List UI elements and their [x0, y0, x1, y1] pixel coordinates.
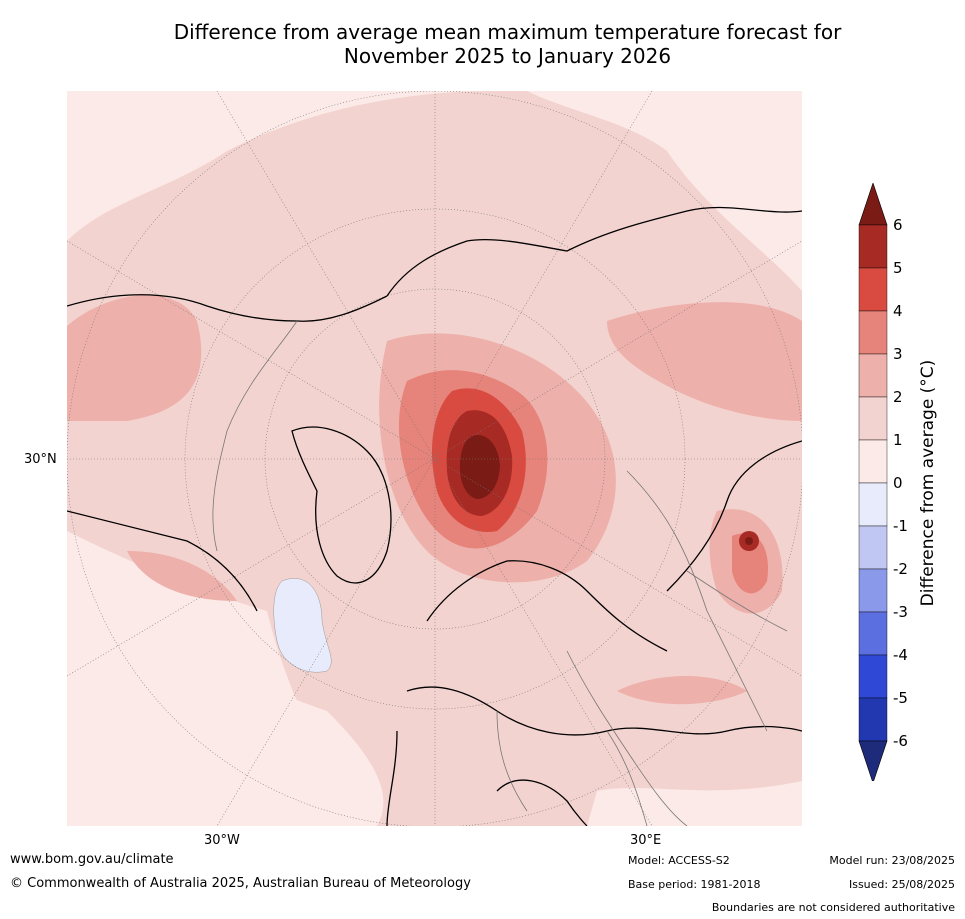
title-line-2: November 2025 to January 2026: [343, 44, 672, 68]
colorbar-band: [858, 654, 888, 699]
colorbar-tick-label: 2: [893, 388, 903, 406]
model-text: Model: ACCESS-S2: [628, 854, 730, 867]
colorbar-band: [858, 353, 888, 398]
colorbar-tick-label: -4: [893, 646, 908, 664]
colorbar-extend-min: [858, 740, 888, 781]
map-canvas: [67, 91, 802, 826]
graticule: [67, 91, 802, 826]
anomaly-band-above-6: [459, 435, 753, 545]
colorbar-tick-label: -3: [893, 603, 908, 621]
colorbar-tick-label: -5: [893, 689, 908, 707]
disclaimer-text: Boundaries are not considered authoritat…: [711, 901, 955, 914]
colorbar-band: [858, 267, 888, 312]
anomaly-band-0-1: [67, 91, 802, 826]
anomaly-band-minus1-0: [273, 578, 332, 673]
colorbar-band: [858, 568, 888, 613]
label-30e: 30°E: [630, 833, 662, 848]
forecast-map[interactable]: [67, 91, 802, 826]
copyright-text: © Commonwealth of Australia 2025, Austra…: [10, 876, 471, 891]
colorbar-band: [858, 482, 888, 527]
colorbar-band: [858, 697, 888, 742]
colorbar-tick-label: -1: [893, 517, 908, 535]
colorbar-extend-max: [858, 183, 888, 226]
colorbar: [858, 183, 888, 781]
colorbar-tick-label: 0: [893, 474, 903, 492]
colorbar-tick-label: 3: [893, 345, 903, 363]
label-30n: 30°N: [24, 452, 57, 467]
model-run-text: Model run: 23/08/2025: [829, 854, 955, 867]
issued-text: Issued: 25/08/2025: [848, 878, 955, 891]
website-text: www.bom.gov.au/climate: [10, 852, 174, 867]
colorbar-band: [858, 224, 888, 269]
colorbar-band: [858, 525, 888, 570]
colorbar-tick-label: -2: [893, 560, 908, 578]
colorbar-tick-label: 6: [893, 216, 903, 234]
label-30w: 30°W: [204, 833, 240, 848]
colorbar-label: Difference from average (°C): [918, 359, 938, 607]
colorbar-band: [858, 310, 888, 355]
title-line-1: Difference from average mean maximum tem…: [173, 20, 842, 44]
country-boundaries: [212, 320, 788, 826]
colorbar-tick-label: -6: [893, 732, 908, 750]
map-title: Difference from average mean maximum tem…: [40, 20, 965, 68]
base-period-text: Base period: 1981-2018: [628, 878, 761, 891]
colorbar-tick-label: 5: [893, 259, 903, 277]
colorbar-band: [858, 396, 888, 441]
colorbar-tick-label: 1: [893, 431, 903, 449]
colorbar-tick-label: 4: [893, 302, 903, 320]
colorbar-band: [858, 611, 888, 656]
colorbar-band: [858, 439, 888, 484]
